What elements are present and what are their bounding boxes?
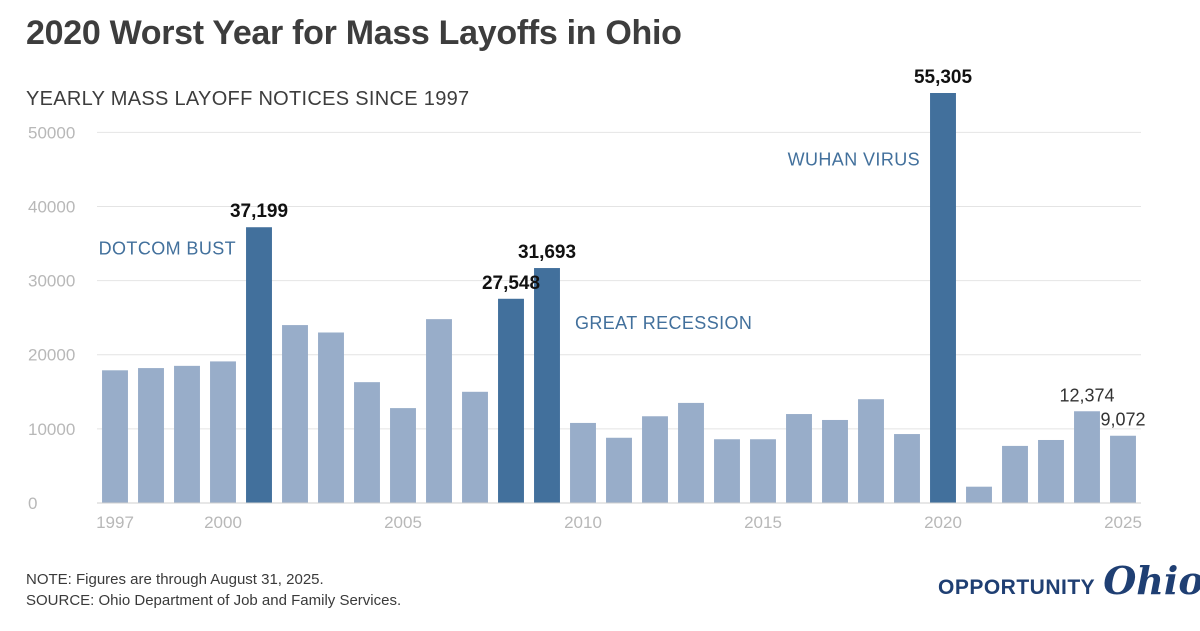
annotation-label: DOTCOM BUST — [99, 239, 236, 259]
bar-2024 — [1074, 411, 1100, 503]
bar-2000 — [210, 361, 236, 503]
x-tick-label: 2020 — [924, 513, 962, 532]
bar-2011 — [606, 437, 632, 503]
x-tick-label: 2005 — [384, 513, 422, 532]
x-tick-label: 2000 — [204, 513, 242, 532]
bar-2014 — [714, 439, 740, 503]
bar-2013 — [678, 402, 704, 503]
x-tick-label: 2025 — [1104, 513, 1142, 532]
chart-subtitle: YEARLY MASS LAYOFF NOTICES SINCE 1997 — [26, 88, 470, 110]
bar-2018 — [858, 399, 884, 503]
chart-title: 2020 Worst Year for Mass Layoffs in Ohio — [26, 14, 682, 52]
y-tick-label: 50000 — [28, 123, 75, 142]
bar-2022 — [1002, 445, 1028, 503]
bar-2007 — [462, 391, 488, 503]
data-label-2008: 27,548 — [482, 273, 540, 294]
bar-2025 — [1110, 435, 1136, 503]
x-tick-label: 1997 — [96, 513, 134, 532]
y-tick-label: 30000 — [28, 272, 75, 291]
bar-1997 — [102, 370, 128, 503]
bar-2001 — [246, 227, 272, 503]
y-tick-label: 10000 — [28, 420, 75, 439]
data-label-2020: 55,305 — [914, 67, 973, 88]
bar-1999 — [174, 365, 200, 503]
bar-2004 — [354, 382, 380, 503]
x-tick-label: 2015 — [744, 513, 782, 532]
data-label-2025: 9,072 — [1100, 410, 1145, 430]
y-tick-label: 20000 — [28, 346, 75, 365]
logo-wordmark: OPPORTUNITY — [938, 576, 1096, 599]
data-label-2009: 31,693 — [518, 242, 576, 263]
bar-2023 — [1038, 439, 1064, 503]
footnote-note: NOTE: Figures are through August 31, 202… — [26, 571, 324, 588]
bar-1998 — [138, 368, 164, 503]
bar-2005 — [390, 408, 416, 503]
data-label-2001: 37,199 — [230, 201, 288, 222]
bar-2015 — [750, 439, 776, 503]
bar-2008 — [498, 298, 524, 503]
bar-2021 — [966, 486, 992, 503]
bar-2010 — [570, 422, 596, 503]
bar-2020 — [930, 93, 956, 503]
bar-2016 — [786, 414, 812, 503]
y-tick-label: 0 — [28, 494, 37, 513]
bar-chart: 0 10000 20000 30000 40000 50000 1997 2000 2005 20… — [28, 67, 1146, 532]
opportunity-ohio-logo: OPPORTUNITY Ohio — [938, 558, 1200, 603]
footnote-source: SOURCE: Ohio Department of Job and Famil… — [26, 592, 402, 609]
bar-2017 — [822, 419, 848, 503]
bar-2002 — [282, 325, 308, 503]
logo-script: Ohio — [1103, 558, 1200, 603]
bar-2006 — [426, 319, 452, 503]
x-tick-label: 2010 — [564, 513, 602, 532]
bar-2012 — [642, 416, 668, 503]
annotation-label: WUHAN VIRUS — [788, 150, 920, 170]
bar-2003 — [318, 332, 344, 503]
data-label-2024: 12,374 — [1059, 385, 1114, 405]
bar-2009 — [534, 268, 560, 503]
bar-2019 — [894, 434, 920, 503]
y-tick-label: 40000 — [28, 197, 75, 216]
annotation-label: GREAT RECESSION — [575, 313, 752, 333]
